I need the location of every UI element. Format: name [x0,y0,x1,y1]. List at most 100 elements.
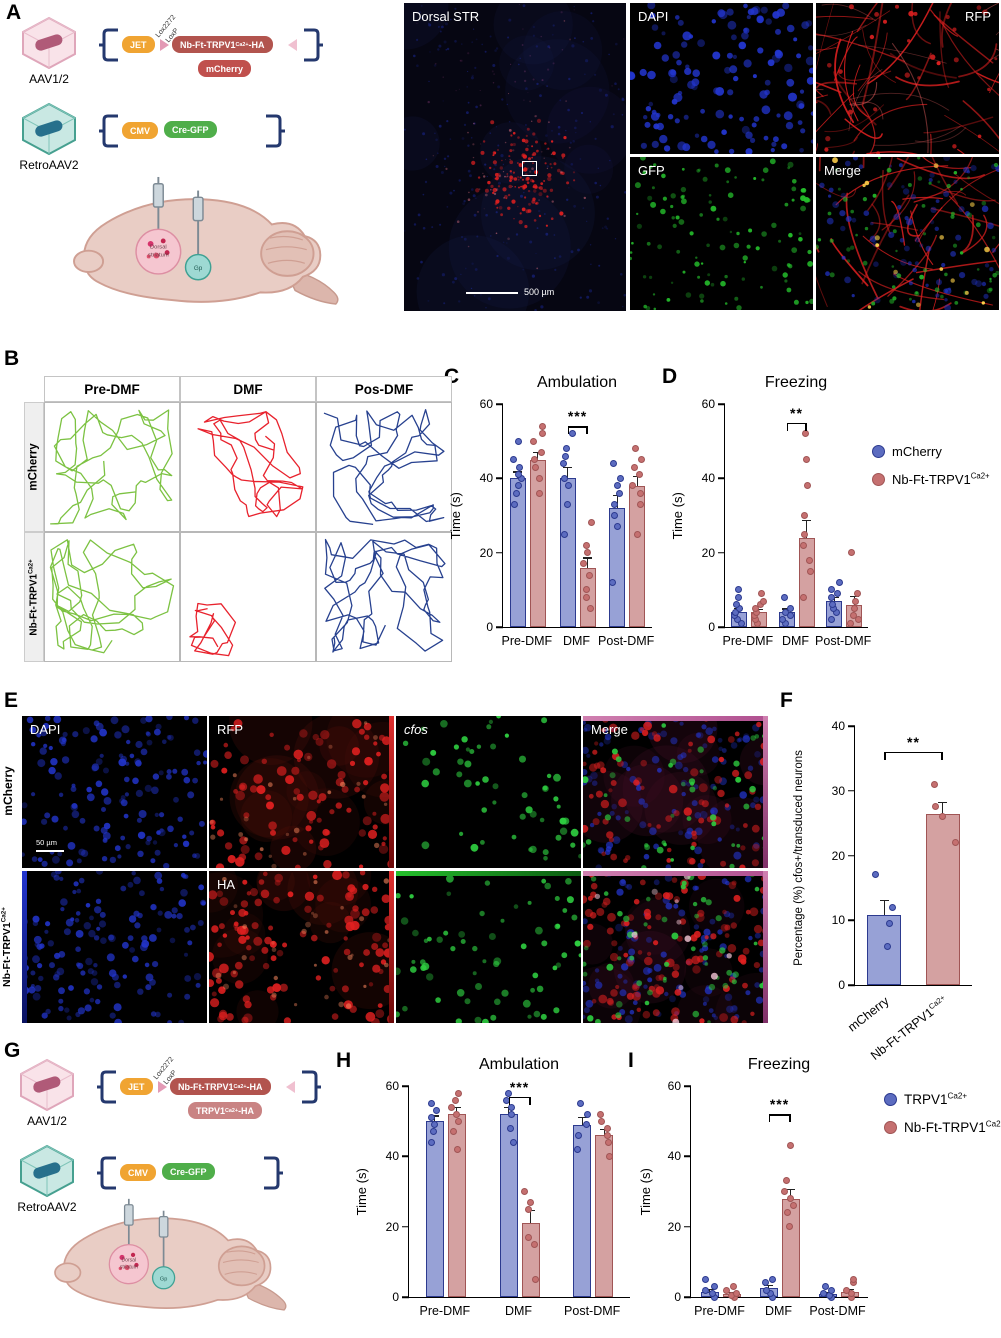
legend-label: Nb-Ft-TRPV1Ca2+ [904,1119,1001,1135]
data-point [833,590,841,598]
error-bar [537,451,539,460]
legend-label: Nb-Ft-TRPV1Ca2+ [892,471,990,487]
data-point [820,1290,828,1297]
significance-bracket [567,426,588,428]
data-point [708,1290,716,1297]
y-tick [496,551,503,554]
data-point [597,1110,605,1118]
data-point [760,597,768,605]
data-point [597,1117,605,1125]
significance-bracket-leg [586,426,588,435]
movement-trace [189,602,237,657]
data-point [604,1124,612,1132]
movement-trace [49,539,175,654]
data-point [847,549,855,557]
svg-text:Dorsal: Dorsal [121,1258,136,1264]
data-point [787,604,795,612]
y-tick-label: 20 [667,1219,681,1234]
y-tick-label: 0 [674,1290,681,1304]
data-point [605,1138,612,1146]
y-tick-label: 20 [479,545,493,560]
data-point [847,619,855,627]
data-point [539,422,547,430]
error-bar [883,900,885,916]
gene2-box: TRPV1 Ca2+ -HA [188,1102,263,1119]
projection-strip [396,871,581,876]
fluorescence-texture [583,871,768,1023]
row-label-mcherry-e: mCherry [1,766,15,816]
plot-area: 0 20 40 60 ** [702,397,868,634]
fluorescence-texture [209,871,394,1023]
data-point [632,445,640,453]
x-axis-labels: Pre-DMF DMF Post-DMF [722,630,871,690]
data-point [530,437,537,445]
data-point [637,500,645,508]
rfp-image-mcherry: RFP [209,716,394,868]
bar [425,1121,444,1297]
chart-title: Ambulation [536,374,618,391]
data-point [507,1103,515,1111]
svg-text:Gp: Gp [160,1276,167,1282]
data-point [614,482,622,490]
significance-bracket-leg [884,751,886,760]
data-point [587,519,595,527]
data-point [782,608,790,616]
data-point [835,578,843,586]
scale-bar [466,292,518,294]
data-point [609,578,617,586]
error-bar [586,557,589,568]
row-label-nbft: Nb-Ft-TRPV1Ca2+ [24,532,44,662]
chart-ambulation-2: Ambulation Time (s) 0 20 40 60 *** Pre-DMF DM… [346,1054,646,1338]
roi-box [522,161,537,176]
cmv-promoter-box: CMV [122,122,158,139]
y-tick-label: 40 [385,1149,399,1164]
y-tick [848,725,855,727]
y-tick [496,403,503,405]
y-tick [718,551,725,554]
lox-triangle-icon [288,39,297,51]
legend-cd: mCherry Nb-Ft-TRPV1Ca2+ [872,444,990,500]
data-point [733,1290,741,1297]
image-label: Merge [591,722,628,737]
data-point [609,460,617,467]
error-bar-cap [879,900,889,902]
significance-bracket-leg [567,426,569,435]
y-tick [496,626,503,628]
scale-text: 500 µm [524,287,555,297]
x-category-label: DMF [504,1304,533,1318]
error-bar-cap [764,1284,773,1287]
image-label: RFP [965,9,991,24]
data-point [779,616,787,624]
data-point [855,616,863,624]
error-bar-cap [938,802,948,804]
itr-icon [99,28,118,62]
mcherry-box: mCherry [198,60,252,77]
merge-image-mcherry: Merge [583,716,768,868]
legend-item-nbft: Nb-Ft-TRPV1Ca2+ [872,472,990,487]
row-label-text: mCherry [28,443,40,491]
significance-bracket-leg [508,1096,510,1105]
y-tick-label: 20 [701,545,715,560]
y-tick [684,1085,691,1087]
data-point [582,1121,590,1129]
fluorescence-texture [816,157,999,310]
retroaav-virus-icon [21,102,77,156]
merge-image-nbft [583,871,768,1023]
svg-text:Dorsal: Dorsal [150,245,167,251]
movement-trace [50,409,173,525]
y-tick-label: 60 [701,397,715,411]
fluorescence-texture [402,716,581,861]
movement-trace [323,409,445,526]
virus1-label: AAV1/2 [27,1114,67,1128]
data-point [526,1198,534,1206]
itr-icon [97,1070,116,1104]
data-point [536,474,544,482]
column-header-dmf: DMF [180,376,316,402]
y-tick-label: 40 [667,1149,681,1164]
data-point [732,601,740,609]
y-tick [402,1085,409,1087]
error-bar [636,476,638,486]
jet-promoter-box: JET [120,1078,153,1095]
svg-text:striatum: striatum [148,252,169,258]
virus2-label: RetroAAV2 [19,158,79,172]
